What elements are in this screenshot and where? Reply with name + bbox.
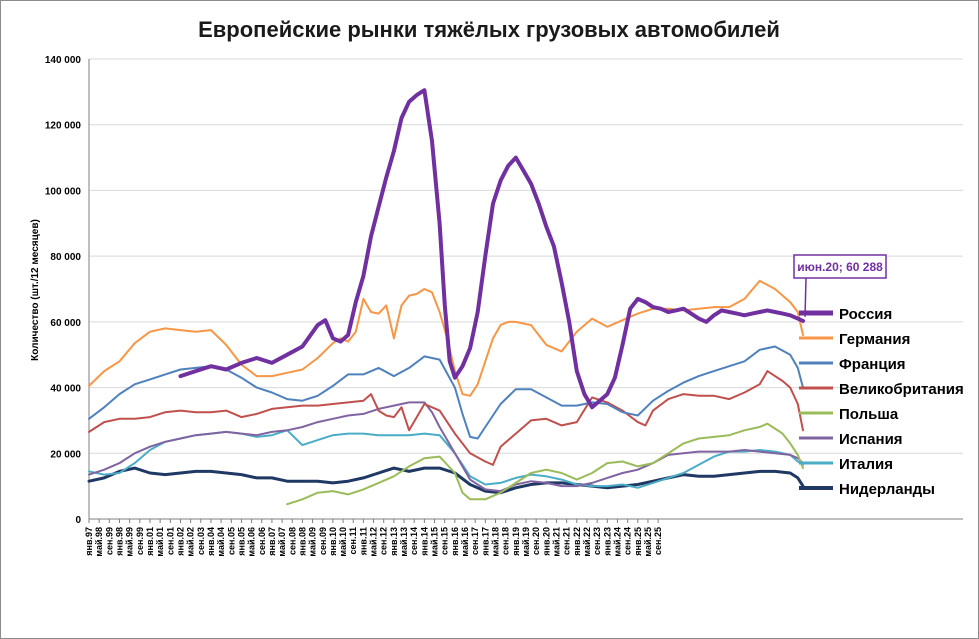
x-tick-label: янв.07: [267, 527, 277, 556]
x-tick-label: сен.18: [501, 527, 511, 555]
data-series: [87, 88, 805, 506]
x-tick-label: янв.05: [236, 527, 246, 556]
x-tick-label: янв.20: [541, 527, 551, 556]
x-tick-label: сен.06: [257, 527, 267, 555]
x-tick-label: янв.04: [206, 527, 216, 556]
y-tick-label: 120 000: [45, 121, 82, 132]
x-tick-label: сен.23: [592, 527, 602, 555]
legend-label: Польша: [839, 406, 899, 423]
x-tick-label: сен.05: [226, 527, 236, 555]
series-line-нидерланды: [87, 466, 805, 495]
x-tick-label: май.19: [521, 527, 531, 557]
legend: Россия Германия Франция Великобритания Польш…: [799, 306, 964, 498]
x-tick-label: май.12: [369, 527, 379, 557]
x-tick-label: май.24: [612, 527, 622, 557]
x-tick-label: сен.14: [409, 527, 419, 555]
x-tick-label: янв.19: [511, 527, 521, 556]
x-tick-label: янв.02: [175, 527, 185, 556]
series-line-россия: [178, 88, 805, 410]
x-tick-label: сен.17: [470, 527, 480, 555]
x-tick-label: май.18: [490, 527, 500, 557]
x-tick-label: сен.21: [562, 527, 572, 555]
x-tick-label: май.21: [551, 527, 561, 557]
x-tick-label: май.98: [94, 527, 104, 557]
callout-box: [793, 254, 887, 279]
x-tick-label: янв.10: [328, 527, 338, 556]
chart-title: Европейские рынки тяжёлых грузовых автом…: [198, 17, 780, 42]
callout-text: июн.20; 60 288: [797, 260, 883, 274]
x-tick-label: сен.01: [165, 527, 175, 555]
x-tick-label: май.25: [643, 527, 653, 557]
x-tick-label: май.22: [582, 527, 592, 557]
x-tick-label: май.02: [186, 527, 196, 557]
x-tick-label: сен.09: [318, 527, 328, 555]
x-tick-label: янв.97: [84, 527, 94, 556]
series-line-польша: [286, 422, 804, 506]
x-tick-label: янв.98: [114, 527, 124, 556]
x-tick-labels: янв.97 май.98 сен.99 янв.98 май.99 сен.99 янв.…: [84, 527, 663, 557]
axes: [88, 59, 963, 523]
legend-label: Германия: [839, 331, 910, 348]
x-tick-label: май.01: [155, 527, 165, 557]
series-line-испания: [88, 401, 804, 493]
legend-label: Италия: [839, 456, 893, 473]
x-tick-label: сен.08: [287, 527, 297, 555]
series-line-франция: [88, 345, 804, 440]
x-tick-label: сен.03: [196, 527, 206, 555]
y-tick-label: 60 000: [50, 318, 81, 329]
y-tick-label: 80 000: [50, 252, 81, 263]
x-tick-label: янв.13: [389, 527, 399, 556]
x-tick-label: сен.11: [348, 527, 358, 554]
callout-leader: [804, 277, 807, 317]
x-tick-label: сен.20: [531, 527, 541, 555]
y-tick-label: 0: [75, 515, 81, 526]
callout: июн.20; 60 288: [793, 254, 887, 317]
x-tick-label: янв.17: [480, 527, 490, 556]
legend-label: Нидерланды: [839, 481, 935, 498]
legend-label: Франция: [839, 356, 906, 373]
legend-label: Испания: [839, 431, 903, 448]
y-tick-labels: 0 20 000 40 000 60 000 80 000 100 000 120 000 1…: [45, 55, 82, 526]
y-tick-label: 100 000: [45, 186, 82, 197]
x-tick-label: сен.24: [623, 527, 633, 555]
x-tick-label: май.06: [247, 527, 257, 557]
x-tick-label: сен.99: [135, 527, 145, 555]
x-tick-label: май.99: [125, 527, 135, 557]
y-axis-label: Количество (шт./12 месяцев): [30, 219, 41, 361]
x-tick-label: май.07: [277, 527, 287, 557]
x-tick-label: май.16: [460, 527, 470, 557]
x-tick-label: май.13: [399, 527, 409, 557]
x-tick-label: сен.99: [104, 527, 114, 555]
grid-lines: [89, 58, 963, 454]
y-tick-label: 20 000: [50, 449, 81, 460]
x-tick-label: сен.12: [379, 527, 389, 555]
x-tick-label: май.04: [216, 527, 226, 557]
x-tick-label: янв.23: [602, 527, 612, 556]
x-tick-label: май.09: [308, 527, 318, 557]
x-tick-label: май.15: [430, 527, 440, 557]
legend-label: Россия: [839, 306, 892, 323]
y-tick-label: 40 000: [50, 384, 81, 395]
x-tick-label: сен.15: [440, 527, 450, 555]
x-tick-label: янв.14: [419, 527, 429, 556]
x-tick-label: янв.08: [297, 527, 307, 556]
x-tick-label: янв.16: [450, 527, 460, 556]
x-tick-label: янв.25: [633, 527, 643, 556]
legend-label: Великобритания: [839, 381, 964, 398]
x-tick-label: сен.25: [653, 527, 663, 555]
x-tick-label: янв.22: [572, 527, 582, 556]
x-tick-label: янв.01: [145, 527, 155, 556]
x-tick-label: янв.11: [358, 527, 368, 555]
x-tick-label: май.10: [338, 527, 348, 557]
y-tick-label: 140 000: [45, 55, 82, 66]
series-line-великобритания: [88, 370, 804, 466]
